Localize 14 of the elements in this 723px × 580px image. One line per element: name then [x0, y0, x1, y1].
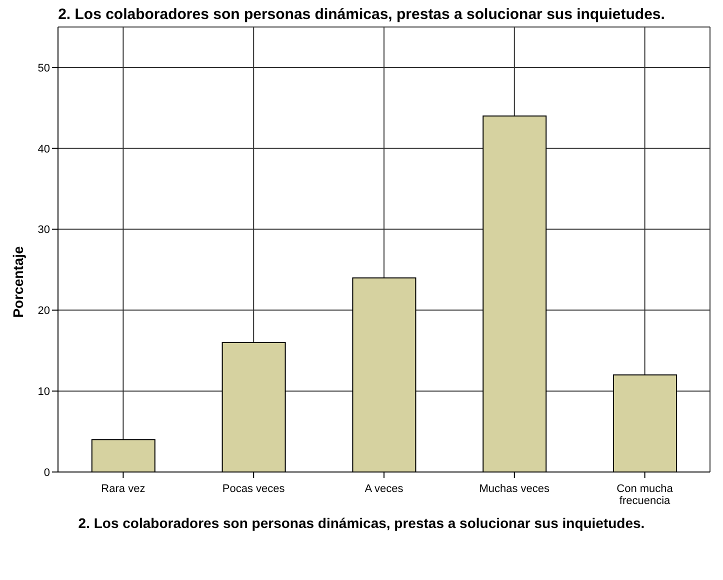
y-tick-label: 0 — [44, 466, 50, 479]
x-tick-label: Con mucha frecuencia — [616, 483, 674, 507]
y-tick-label: 30 — [38, 224, 50, 236]
y-tick-label: 40 — [38, 143, 50, 156]
y-tick-label: 10 — [38, 386, 50, 398]
x-tick-label: Pocas veces — [222, 483, 286, 495]
x-tick-label: Muchas veces — [479, 483, 550, 495]
y-axis-title: Porcentaje — [10, 245, 26, 320]
x-tick-label: Rara vez — [101, 483, 146, 495]
chart-title: 2. Los colaboradores son personas dinámicas, prestas a solucionar sus inquietudes. — [57, 6, 666, 23]
y-tick-label: 50 — [38, 62, 50, 74]
y-tick-label: 20 — [38, 305, 50, 318]
x-tick-label: A veces — [364, 483, 404, 495]
x-axis-title: 2. Los colaboradores son personas dinámicas, prestas a solucionar sus inquietudes. — [77, 515, 646, 531]
